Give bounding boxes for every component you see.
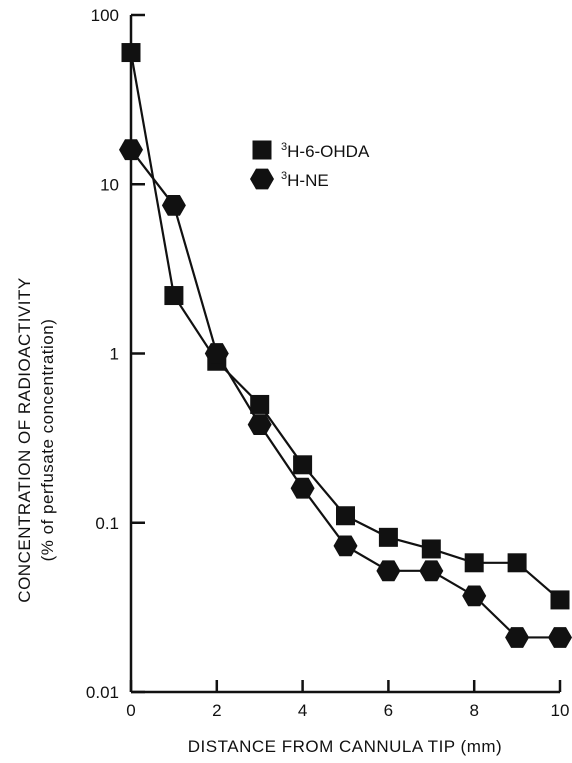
data-point-square — [551, 590, 570, 609]
y-tick-label: 1 — [110, 345, 119, 364]
data-point-square — [465, 553, 484, 572]
legend-label: 3H-6-OHDA — [281, 141, 370, 161]
data-point-square — [379, 528, 398, 547]
series-line-1 — [131, 150, 560, 638]
x-tick-label: 10 — [551, 701, 570, 720]
data-point-hexagon — [334, 535, 358, 556]
data-point-hexagon — [162, 195, 186, 216]
data-point-square — [336, 506, 355, 525]
legend-label: 3H-NE — [281, 170, 329, 190]
axes — [131, 15, 560, 692]
data-point-hexagon — [376, 560, 400, 581]
x-tick-label: 2 — [212, 701, 221, 720]
data-point-square — [250, 395, 269, 414]
x-axis-title: DISTANCE FROM CANNULA TIP (mm) — [188, 737, 502, 756]
data-point-square — [164, 286, 183, 305]
legend: 3H-6-OHDA 3H-NE — [250, 141, 370, 191]
legend-marker-square — [253, 141, 272, 160]
x-tick-label: 4 — [298, 701, 307, 720]
y-axis-title: CONCENTRATION OF RADIOACTIVITY — [15, 277, 34, 602]
x-tick-label: 8 — [469, 701, 478, 720]
data-point-hexagon — [119, 139, 143, 160]
x-tick-label: 6 — [384, 701, 393, 720]
data-point-hexagon — [419, 560, 443, 581]
x-tick-label: 0 — [126, 701, 135, 720]
ticks: 0 2 4 6 8 10 0.01 0.1 1 10 100 — [86, 6, 570, 720]
y-tick-label: 0.01 — [86, 683, 119, 702]
y-tick-label: 10 — [100, 175, 119, 194]
series-markers — [119, 43, 572, 648]
legend-marker-hexagon — [250, 169, 274, 190]
legend-label-name: H-6-OHDA — [287, 142, 370, 161]
data-point-square — [122, 43, 141, 62]
data-point-square — [422, 539, 441, 558]
data-point-hexagon — [291, 478, 315, 499]
data-point-hexagon — [548, 627, 572, 648]
legend-label-name: H-NE — [287, 171, 329, 190]
y-tick-label: 100 — [91, 6, 119, 25]
y-axis-subtitle: (% of perfusate concentration) — [38, 319, 57, 562]
data-point-square — [508, 553, 527, 572]
data-point-square — [293, 455, 312, 474]
y-tick-label: 0.1 — [95, 514, 119, 533]
